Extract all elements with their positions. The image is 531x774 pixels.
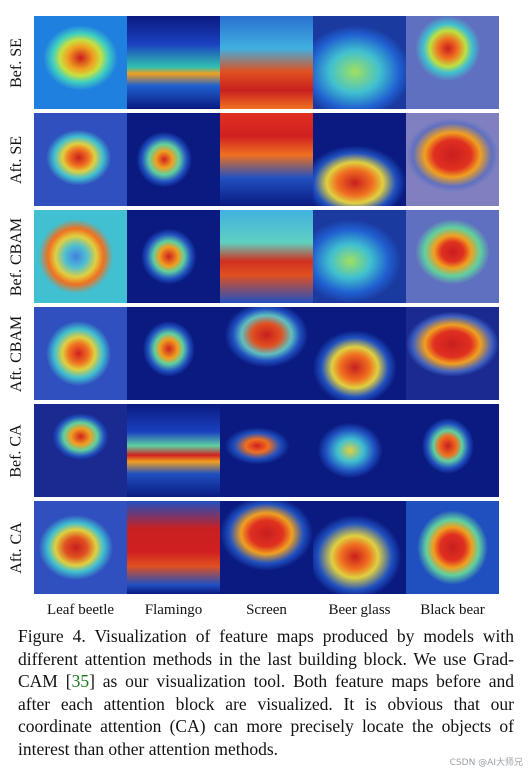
column-label-flamingo: Flamingo <box>144 602 203 618</box>
row-label-bef-se: Bef. SE <box>8 37 25 88</box>
row-label-aft-cbam: Aft. CBAM <box>8 315 26 392</box>
row-label-aft-se: Aft. SE <box>8 135 25 184</box>
row-label-bef-ca: Bef. CA <box>8 423 26 478</box>
heatmap-bef-ca-flamingo <box>127 404 220 497</box>
caption-suffix: ] as our visualization tool. Both featur… <box>18 671 514 759</box>
heatmap-aft-ca-beer-glass <box>313 501 406 594</box>
heatmap-bef-ca-beer-glass <box>313 404 406 497</box>
heatmap-bef-se-leaf-beetle <box>34 16 127 109</box>
heatmap-bef-ca-black-bear <box>406 404 499 497</box>
heatmap-aft-ca-screen <box>220 501 313 594</box>
heatmap-aft-cbam-flamingo <box>127 307 220 400</box>
heatmap-aft-cbam-leaf-beetle <box>34 307 127 400</box>
heatmap-bef-ca-leaf-beetle <box>34 404 127 497</box>
heatmap-bef-cbam-beer-glass <box>313 210 406 303</box>
column-label-black-bear: Black bear <box>420 602 485 618</box>
heatmap-aft-se-black-bear <box>406 113 499 206</box>
heatmap-aft-se-beer-glass <box>313 113 406 206</box>
heatmap-aft-cbam-screen <box>220 307 313 400</box>
heatmap-bef-se-flamingo <box>127 16 220 109</box>
figure-caption: Figure 4. Visualization of feature maps … <box>18 625 514 760</box>
heatmap-aft-se-leaf-beetle <box>34 113 127 206</box>
heatmap-bef-cbam-black-bear <box>406 210 499 303</box>
heatmap-grid: Bef. SE Aft. SE Bef. CBAM Aft. CBAM Bef.… <box>8 16 500 594</box>
heatmap-aft-ca-leaf-beetle <box>34 501 127 594</box>
watermark: CSDN @AI大师兄 <box>449 758 523 768</box>
heatmap-bef-cbam-leaf-beetle <box>34 210 127 303</box>
column-label-screen: Screen <box>246 602 287 618</box>
heatmap-aft-ca-flamingo <box>127 501 220 594</box>
caption-prefix: Figure 4. Visualization of feature maps … <box>18 626 514 691</box>
heatmap-bef-cbam-screen <box>220 210 313 303</box>
heatmap-bef-se-screen <box>220 16 313 109</box>
heatmap-bef-se-beer-glass <box>313 16 406 109</box>
heatmap-bef-cbam-flamingo <box>127 210 220 303</box>
heatmap-aft-cbam-beer-glass <box>313 307 406 400</box>
column-labels: Leaf beetle Flamingo Screen Beer glass B… <box>34 602 500 622</box>
heatmap-bef-ca-screen <box>220 404 313 497</box>
column-label-leaf-beetle: Leaf beetle <box>46 602 115 618</box>
heatmap-aft-cbam-black-bear <box>406 307 499 400</box>
row-label-bef-cbam: Bef. CBAM <box>8 217 26 296</box>
heatmap-bef-se-black-bear <box>406 16 499 109</box>
citation-link[interactable]: 35 <box>71 671 90 691</box>
column-label-beer-glass: Beer glass <box>328 602 391 618</box>
heatmap-aft-ca-black-bear <box>406 501 499 594</box>
heatmap-aft-se-flamingo <box>127 113 220 206</box>
row-label-aft-ca: Aft. CA <box>8 521 25 574</box>
heatmap-aft-se-screen <box>220 113 313 206</box>
